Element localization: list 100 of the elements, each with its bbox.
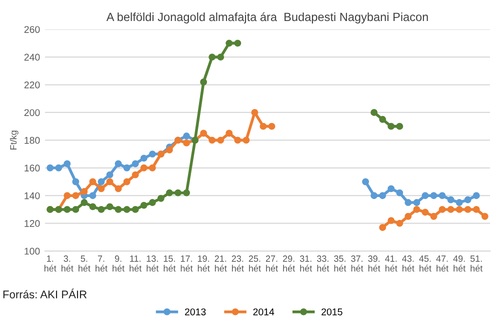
y-tick-label: 200: [24, 109, 40, 116]
x-tick-label: 7. hét: [96, 256, 108, 272]
point: [208, 54, 216, 61]
point: [106, 171, 114, 178]
y-tick-label: 180: [24, 136, 40, 144]
point: [217, 54, 224, 61]
point: [464, 206, 472, 213]
point: [422, 208, 429, 216]
x-tick-label: 37. hét: [351, 255, 364, 272]
point: [430, 212, 438, 220]
point: [89, 203, 96, 210]
legend-label: 2015: [322, 308, 342, 316]
point: [148, 164, 156, 172]
point: [72, 192, 80, 200]
y-tick-label: 160: [24, 164, 40, 172]
point: [396, 220, 404, 227]
point: [166, 146, 173, 154]
point: [174, 189, 182, 196]
legend-label: 2014: [253, 308, 274, 316]
point: [106, 178, 114, 186]
point: [132, 160, 139, 168]
legend-label: 2013: [184, 308, 206, 316]
point: [226, 40, 233, 47]
point: [388, 185, 395, 192]
x-tick-label: 39. hét: [368, 255, 380, 272]
point: [447, 206, 454, 213]
point: [379, 116, 386, 123]
point: [80, 188, 88, 195]
y-tick-label: 240: [24, 54, 40, 61]
x-tick-label: 11. hét: [130, 256, 142, 272]
y-tick-label: 120: [24, 220, 40, 227]
point: [456, 206, 463, 213]
y-tick-label: 100: [24, 248, 40, 255]
point: [183, 132, 190, 140]
point: [362, 178, 370, 186]
x-tick-label: 15. hét: [164, 256, 176, 272]
point: [123, 164, 130, 172]
point: [89, 178, 96, 186]
x-tick-label: 17. hét: [180, 256, 193, 272]
point: [379, 192, 386, 200]
x-tick-label: 51. hét: [470, 256, 483, 272]
point: [396, 122, 404, 130]
point: [89, 192, 96, 200]
point: [98, 178, 105, 186]
point: [438, 206, 446, 213]
point: [370, 108, 378, 116]
point: [481, 212, 488, 220]
point: [396, 189, 404, 196]
point: [268, 122, 276, 130]
x-tick-label: 1. hét: [44, 256, 56, 272]
point: [132, 171, 139, 178]
point: [422, 192, 429, 200]
point: [132, 206, 139, 213]
point: [140, 164, 148, 172]
point: [404, 199, 412, 206]
x-tick-label: 13. hét: [146, 255, 159, 272]
y-tick-label: 140: [24, 192, 40, 200]
point: [404, 212, 412, 220]
point: [200, 130, 208, 137]
point: [114, 206, 122, 213]
point: [234, 40, 242, 47]
point: [64, 160, 71, 168]
x-tick-label: 45. hét: [419, 256, 432, 272]
point: [106, 203, 114, 210]
point: [388, 217, 395, 224]
point: [148, 150, 156, 158]
point: [464, 196, 472, 204]
point: [217, 136, 224, 144]
point: [80, 199, 88, 206]
point: [200, 78, 208, 86]
point: [370, 192, 378, 200]
x-tick-label: 21. hét: [214, 255, 227, 272]
x-tick-label: 5. hét: [78, 256, 90, 272]
x-tick-label: 43. hét: [402, 255, 414, 272]
chart-title: A belföldi Jonagold almafajta ára Budapesti Nagybani Piacon: [106, 12, 428, 24]
x-tick-label: 31. hét: [300, 255, 312, 272]
point: [55, 164, 62, 172]
point: [251, 108, 258, 116]
point: [98, 206, 105, 213]
point: [430, 192, 438, 200]
x-tick-label: 25. hét: [248, 255, 261, 272]
x-tick-label: 27. hét: [266, 255, 278, 272]
point: [157, 194, 164, 202]
point: [226, 130, 233, 137]
point: [447, 196, 454, 204]
point: [46, 164, 54, 172]
x-tick-label: 35. hét: [334, 255, 346, 272]
x-tick-label: 49. hét: [453, 255, 466, 272]
x-tick-label: 33. hét: [316, 255, 330, 272]
point: [140, 202, 148, 209]
point: [114, 160, 122, 168]
y-tick-label: 260: [24, 26, 40, 33]
point: [183, 139, 190, 146]
point: [72, 206, 80, 213]
point: [123, 206, 130, 213]
point: [64, 192, 71, 200]
point: [123, 178, 130, 186]
x-tick-label: 9. hét: [112, 255, 125, 272]
point: [148, 199, 156, 206]
point: [64, 206, 71, 213]
